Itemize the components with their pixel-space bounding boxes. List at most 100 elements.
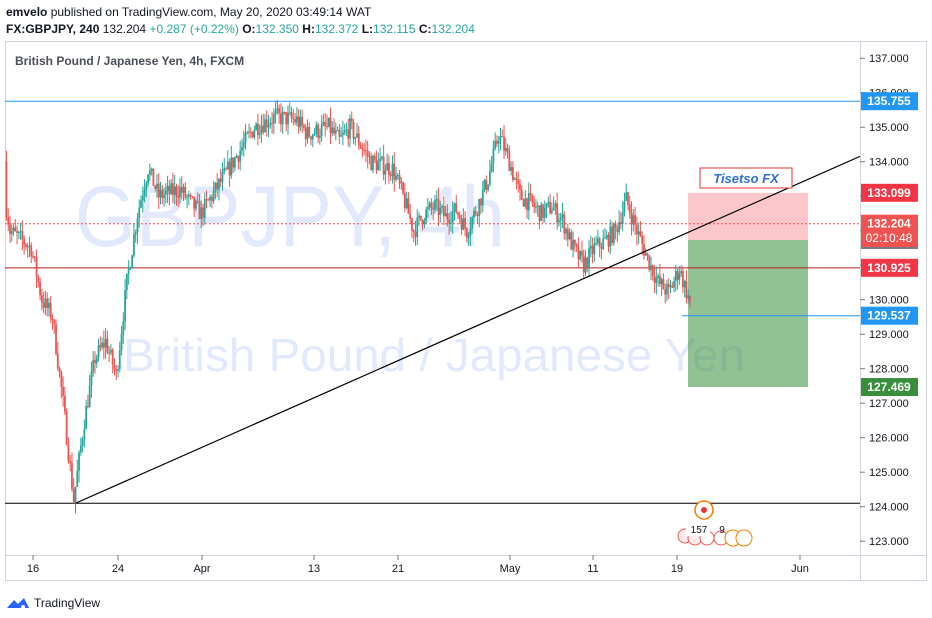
- candle-body: [400, 182, 403, 184]
- candle-body: [405, 198, 408, 208]
- candle-body: [329, 117, 332, 134]
- tradingview-logo-icon[interactable]: [6, 596, 30, 610]
- candle-body: [552, 207, 555, 211]
- x-tick-label: 11: [587, 563, 598, 575]
- x-tick-label: 24: [112, 563, 124, 575]
- candle-body: [460, 219, 463, 230]
- candle-body: [10, 231, 13, 234]
- candle-body: [69, 460, 72, 464]
- footer-brand[interactable]: TradingView: [34, 596, 101, 610]
- author-name[interactable]: emvelo: [6, 5, 48, 19]
- candle-body: [17, 232, 20, 234]
- candle-body: [203, 199, 206, 218]
- candle-body: [113, 365, 116, 370]
- candle-body: [242, 142, 245, 148]
- candle-body: [246, 132, 249, 134]
- price-axis-labels: 123.000 124.000 125.000 126.000 127.000 128.0…: [860, 53, 909, 548]
- candle-body: [14, 227, 17, 232]
- candle-body: [322, 122, 325, 125]
- candle-body: [563, 214, 566, 234]
- candle-body: [411, 218, 413, 231]
- candle-body: [577, 246, 580, 260]
- candle-body: [510, 167, 513, 171]
- candle-body: [683, 281, 686, 288]
- stop-loss-zone[interactable]: [688, 192, 808, 240]
- candle-body: [607, 234, 610, 247]
- chart-frame[interactable]: GBPJPY, 4h British Pound / Japanese Yen …: [5, 41, 927, 581]
- take-profit-zone[interactable]: [688, 239, 808, 388]
- candle-body: [218, 178, 220, 190]
- high-label: H:: [302, 22, 315, 36]
- candle-body: [78, 452, 80, 471]
- candle-body: [389, 174, 392, 176]
- candle-body: [65, 411, 68, 445]
- candle-body: [260, 125, 263, 134]
- symbol-info: FX:GBPJPY, 240 132.204 +0.287 (+0.22%) O…: [6, 22, 475, 36]
- price-change: +0.287 (+0.22%): [149, 22, 239, 36]
- candle-body: [219, 178, 222, 182]
- publish-info: emvelo published on TradingView.com, May…: [6, 5, 371, 19]
- candle-body: [623, 200, 626, 213]
- candle-body: [228, 161, 231, 176]
- candle-body: [324, 122, 327, 127]
- annotation-callout[interactable]: Tisetso FX: [699, 167, 793, 189]
- candle-body: [365, 150, 367, 152]
- candle-body: [331, 127, 334, 134]
- low-value: 132.115: [373, 22, 416, 36]
- candle-body: [120, 334, 123, 351]
- candle-body: [210, 196, 213, 201]
- candle-body: [71, 463, 73, 489]
- y-tick-label: 128.000: [869, 364, 909, 376]
- candle-body: [543, 207, 546, 218]
- candle-body: [581, 250, 583, 256]
- candle-body: [586, 257, 589, 268]
- candle-body: [469, 228, 472, 236]
- candle-body: [106, 338, 109, 353]
- candle-body: [180, 186, 183, 193]
- candle-body: [269, 122, 272, 126]
- candle-body: [129, 268, 132, 270]
- open-value: 132.350: [255, 22, 299, 36]
- candle-body: [88, 385, 91, 408]
- candle-body: [524, 198, 527, 207]
- event-flag-icon[interactable]: [735, 529, 753, 547]
- candle-body: [127, 269, 130, 274]
- candle-body: [239, 150, 242, 162]
- candle-body: [19, 231, 22, 233]
- candle-body: [290, 112, 293, 119]
- price-badge-label: 129.537: [867, 309, 911, 323]
- horizontal-lines[interactable]: [5, 100, 860, 504]
- candle-body: [115, 369, 118, 371]
- candle-body: [471, 217, 474, 229]
- candle-body: [566, 228, 569, 240]
- price-chart[interactable]: GBPJPY, 4h British Pound / Japanese Yen …: [5, 41, 927, 581]
- close-value: 132.204: [431, 22, 475, 36]
- candle-body: [288, 112, 291, 114]
- candle-body: [407, 198, 410, 214]
- candle-body: [614, 223, 617, 229]
- candle-body: [51, 318, 54, 321]
- economic-events[interactable]: 157 9: [677, 500, 753, 547]
- candle-body: [357, 133, 360, 146]
- candle-body: [437, 199, 440, 215]
- candle-body: [138, 207, 141, 219]
- candle-body: [60, 371, 63, 388]
- candle-body: [225, 168, 227, 170]
- trendline[interactable]: [75, 155, 861, 504]
- candle-body: [628, 204, 631, 213]
- candle-body: [108, 352, 111, 354]
- candle-body: [605, 234, 608, 238]
- price-badge: [861, 214, 918, 233]
- candle-body: [483, 179, 486, 190]
- candle-body: [301, 116, 304, 126]
- candle-body: [556, 203, 559, 223]
- candle-body: [432, 207, 435, 210]
- candle-body: [352, 121, 355, 139]
- y-tick-label: 130.000: [869, 295, 909, 307]
- candle-body: [274, 110, 277, 115]
- candle-body: [439, 207, 442, 215]
- candle-body: [159, 189, 162, 198]
- symbol[interactable]: FX:GBPJPY, 240: [6, 22, 100, 36]
- candle-body: [262, 125, 265, 133]
- candle-body: [542, 204, 544, 218]
